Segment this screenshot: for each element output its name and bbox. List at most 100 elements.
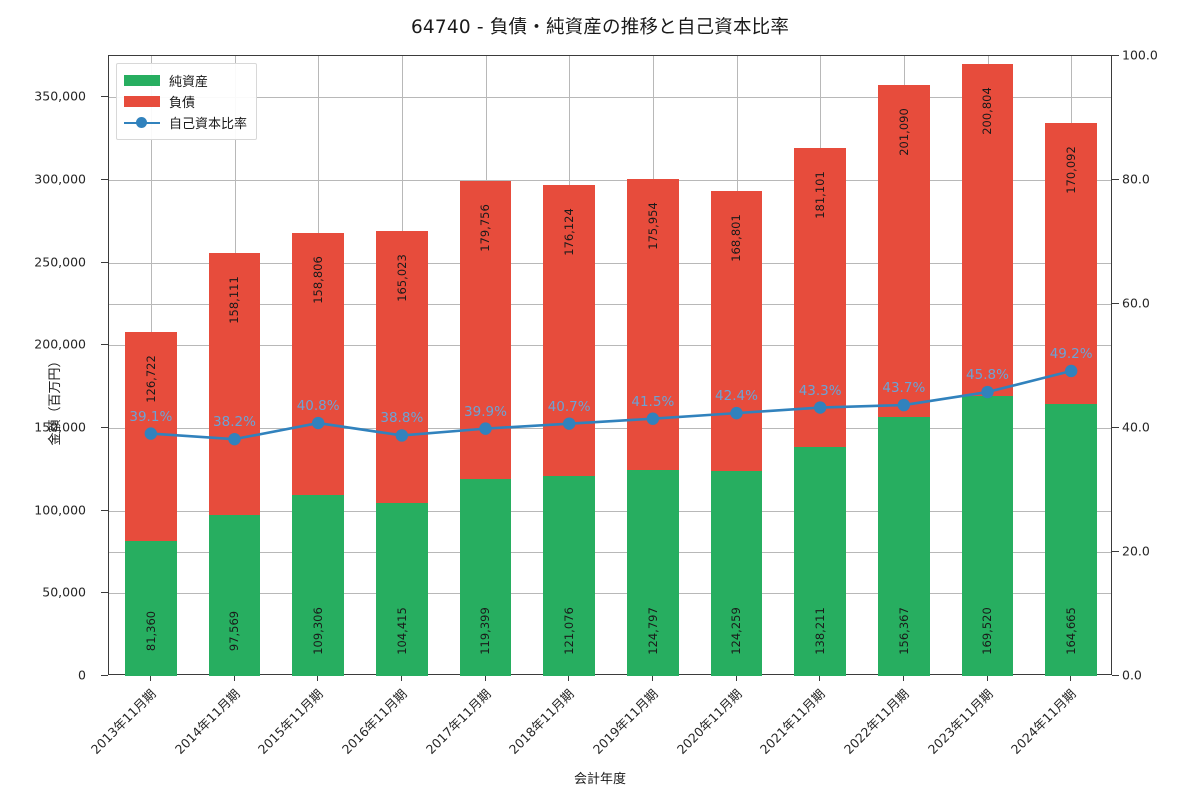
bar-segment-liabilities[interactable]: 181,101: [794, 148, 847, 448]
bar-value-label-liabilities: 168,801: [729, 214, 744, 263]
bar-segment-liabilities[interactable]: 176,124: [543, 184, 596, 476]
y-tick-label-right: 100.0: [1122, 47, 1158, 63]
y-tick-label-right: 0.0: [1122, 667, 1142, 683]
y-tick-label-left: 150,000: [34, 419, 86, 435]
x-tick-label: 2024年11月期: [1008, 686, 1079, 757]
y-tick-label-left: 300,000: [34, 171, 86, 187]
y-tick-mark-right: [1112, 427, 1119, 428]
y-tick-mark-left: [101, 179, 108, 180]
bar-value-label-equity: 81,360: [143, 610, 158, 652]
page-title: 64740 - 負債・純資産の推移と自己資本比率: [410, 17, 790, 38]
bar-segment-equity[interactable]: 156,367: [877, 417, 930, 676]
bar-segment-liabilities[interactable]: 200,804: [961, 63, 1014, 396]
y-tick-label-left: 0: [78, 667, 86, 683]
y-tick-mark-left: [101, 261, 108, 263]
x-tick-label: 2014年11月期: [171, 686, 243, 757]
gridline-horizontal: [109, 345, 1111, 347]
bar-value-label-equity: 119,399: [478, 607, 493, 655]
bar-value-label-equity: 97,569: [227, 610, 242, 652]
bar-value-label-liabilities: 158,111: [227, 276, 242, 325]
x-tick-label: 2020年11月期: [673, 686, 745, 757]
bar-segment-equity[interactable]: 164,665: [1045, 403, 1098, 676]
y-tick-mark-left: [101, 509, 108, 511]
bar-value-label-liabilities: 179,756: [478, 204, 493, 253]
bar-segment-liabilities[interactable]: 165,023: [375, 230, 428, 504]
bar-segment-liabilities[interactable]: 126,722: [124, 331, 177, 542]
legend-item-3[interactable]: 自己資本比率: [124, 112, 247, 133]
bar-segment-equity[interactable]: 81,360: [124, 541, 177, 676]
legend-swatch-icon: [124, 96, 160, 107]
bar-value-label-equity: 124,797: [645, 607, 660, 655]
gridline-horizontal: [109, 593, 1111, 595]
y-tick-label-right: 20.0: [1122, 543, 1150, 559]
x-tick-mark: [819, 675, 820, 681]
bar-value-label-equity: 169,520: [980, 607, 995, 655]
x-tick-label: 2019年11月期: [589, 686, 661, 757]
bar-segment-liabilities[interactable]: 170,092: [1045, 122, 1098, 404]
y-tick-mark-right: [1112, 55, 1119, 56]
x-tick-mark: [1070, 675, 1071, 681]
x-tick-label: 2023年11月期: [924, 686, 996, 757]
bar-value-label-liabilities: 176,124: [562, 207, 577, 256]
bar-segment-liabilities[interactable]: 175,954: [626, 178, 679, 470]
y-tick-mark-left: [101, 96, 108, 98]
legend: 純資産負債自己資本比率: [116, 63, 258, 140]
plot-area: 81,360 126,722 97,569 158,111 109,306 158,806…: [108, 55, 1112, 676]
bar-value-label-equity: 109,306: [311, 607, 326, 655]
bar-segment-liabilities[interactable]: 158,806: [292, 232, 345, 496]
gridline-horizontal: [109, 262, 1111, 264]
legend-item-label: 自己資本比率: [169, 117, 248, 132]
y-tick-label-right: 60.0: [1122, 295, 1150, 311]
y-tick-mark-right: [1112, 551, 1119, 552]
x-tick-mark: [652, 675, 653, 681]
x-tick-label: 2022年11月期: [840, 686, 912, 757]
y-tick-label-left: 250,000: [34, 254, 86, 270]
legend-item-2[interactable]: 負債: [124, 91, 247, 112]
gridline-horizontal: [109, 97, 1111, 99]
bar-value-label-equity: 104,415: [394, 607, 409, 655]
bar-value-label-equity: 124,259: [729, 607, 744, 655]
y-tick-label-left: 350,000: [34, 88, 86, 104]
x-tick-label: 2016年11月期: [338, 686, 410, 757]
x-tick-mark: [401, 675, 402, 681]
bar-segment-equity[interactable]: 121,076: [543, 475, 596, 676]
y-tick-label-left: 50,000: [42, 584, 86, 600]
legend-item-1[interactable]: 純資産: [124, 70, 247, 91]
bar-segment-equity[interactable]: 124,259: [710, 470, 763, 676]
bar-segment-liabilities[interactable]: 179,756: [459, 181, 512, 479]
bar-segment-liabilities[interactable]: 168,801: [710, 191, 763, 471]
y-tick-mark-left: [101, 344, 108, 346]
legend-item-label: 純資産: [169, 75, 209, 90]
legend-item-label: 負債: [169, 96, 196, 111]
gridline-horizontal-right: [109, 180, 1111, 181]
bar-value-label-equity: 156,367: [896, 607, 911, 655]
bar-segment-equity[interactable]: 109,306: [292, 495, 345, 676]
bar-segment-liabilities[interactable]: 201,090: [877, 85, 930, 418]
x-tick-mark: [234, 675, 235, 681]
bar-segment-equity[interactable]: 169,520: [961, 395, 1014, 676]
bar-segment-equity[interactable]: 104,415: [375, 503, 428, 676]
y-tick-mark-right: [1112, 675, 1119, 676]
legend-line-marker: [136, 117, 147, 128]
y-tick-mark-right: [1112, 179, 1119, 180]
bar-segment-equity[interactable]: 119,399: [459, 478, 512, 676]
x-tick-mark: [568, 675, 569, 681]
bar-segment-liabilities[interactable]: 158,111: [208, 253, 261, 515]
legend-swatch-icon: [124, 75, 160, 86]
x-tick-mark: [736, 675, 737, 681]
bar-value-label-equity: 164,665: [1064, 607, 1079, 655]
x-tick-label: 2017年11月期: [422, 686, 494, 757]
x-tick-label: 2015年11月期: [255, 686, 326, 757]
y-tick-mark-right: [1112, 303, 1119, 304]
gridline-horizontal-right: [109, 304, 1111, 305]
y-tick-mark-left: [101, 592, 108, 594]
bar-value-label-liabilities: 170,092: [1064, 145, 1079, 194]
bar-segment-equity[interactable]: 124,797: [626, 469, 679, 676]
bar-value-label-liabilities: 201,090: [896, 108, 911, 156]
bar-value-label-equity: 121,076: [562, 607, 577, 655]
x-tick-label: 2018年11月期: [506, 686, 577, 757]
bar-segment-equity[interactable]: 97,569: [208, 514, 261, 676]
bar-segment-equity[interactable]: 138,211: [794, 447, 847, 676]
bar-value-label-liabilities: 126,722: [143, 355, 158, 403]
